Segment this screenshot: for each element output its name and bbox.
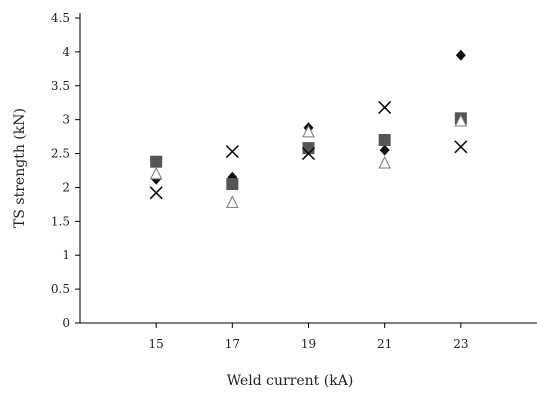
data-points: [149, 49, 468, 208]
x-tick-label: 21: [377, 337, 392, 351]
triangle-point: [378, 155, 391, 169]
x-point: [301, 146, 316, 161]
triangle-point: [302, 124, 315, 138]
x-point: [225, 144, 239, 159]
x-tick-label: 19: [301, 337, 316, 351]
axes: [79, 13, 537, 324]
y-tick-label: 3.5: [51, 79, 70, 93]
x-point: [454, 140, 468, 154]
x-axis-label: Weld current (kA): [227, 373, 354, 389]
y-tick-label: 3: [62, 113, 70, 127]
y-axis-label: TS strength (kN): [12, 108, 28, 228]
y-tick-label: 2: [62, 180, 70, 194]
y-tick-label: 4.5: [51, 11, 70, 25]
x-tick-label: 15: [149, 337, 164, 351]
diamond-point: [455, 49, 466, 61]
x-point: [149, 186, 163, 200]
square-point: [378, 134, 391, 146]
square-point: [302, 142, 315, 155]
y-tick-label: 1.5: [51, 214, 70, 228]
square-point: [150, 155, 163, 168]
x-point: [378, 100, 392, 115]
x-tick-label: 23: [453, 337, 468, 351]
y-tick-label: 0.5: [51, 282, 70, 296]
y-tick-label: 1: [62, 248, 70, 262]
y-tick-label: 4: [62, 45, 70, 59]
ticks: 0 0.5 1 1.5 2 2.5 3 3.5 4 4.5 15 17 19 21 23: [51, 11, 469, 351]
y-tick-label: 2.5: [51, 147, 70, 161]
triangle-point: [149, 166, 163, 180]
diamond-point: [379, 144, 390, 156]
y-tick-label: 0: [62, 316, 70, 330]
triangle-point: [226, 195, 239, 208]
triangle-point: [454, 113, 468, 127]
x-tick-label: 17: [225, 337, 240, 351]
square-point: [226, 178, 239, 191]
